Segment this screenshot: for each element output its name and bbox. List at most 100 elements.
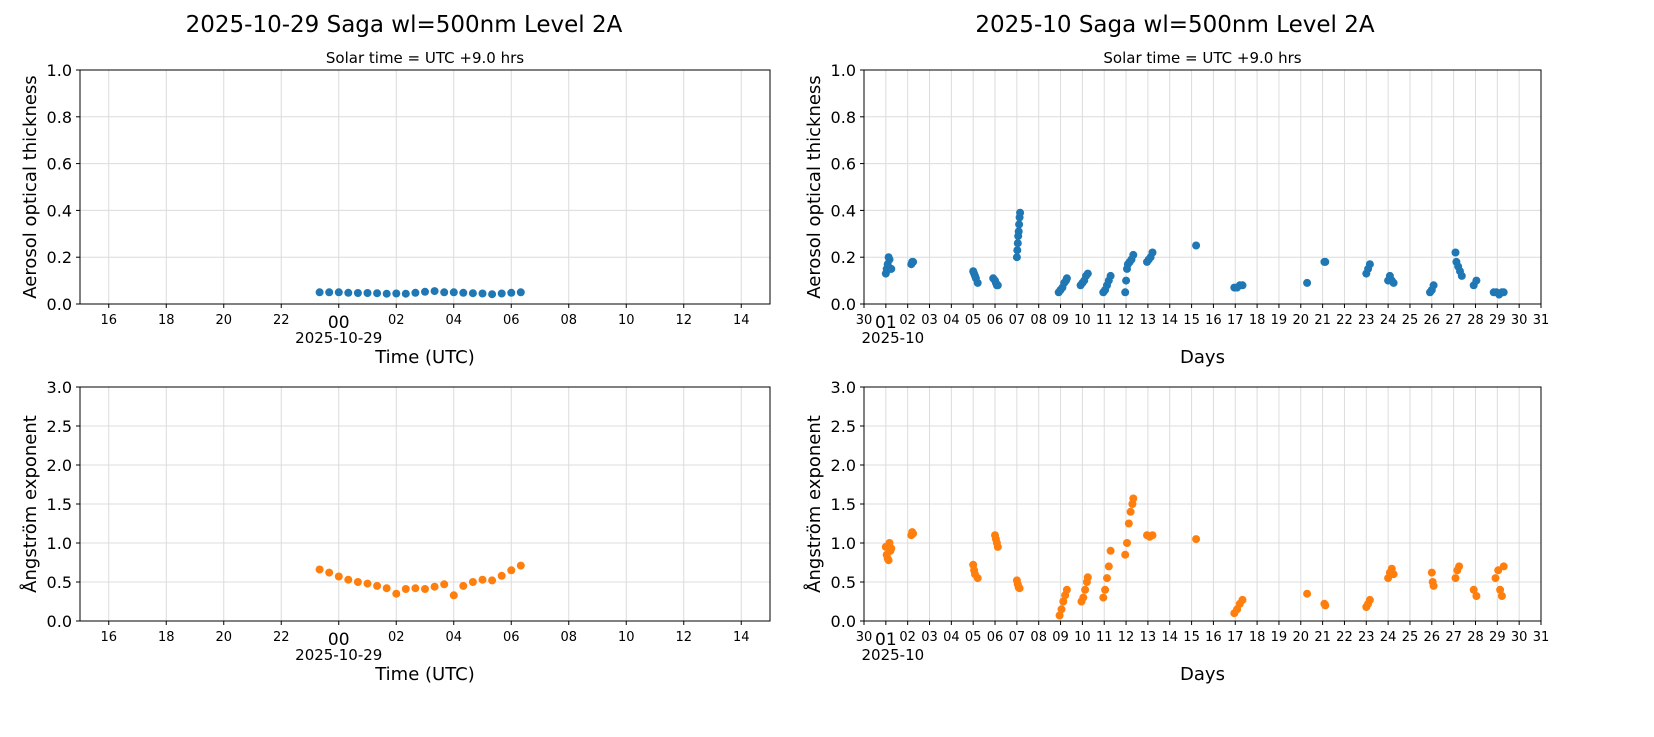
y-tick-label: 1.5: [47, 495, 72, 514]
data-point: [1238, 281, 1247, 290]
x-tick-label: 20: [1293, 630, 1310, 645]
data-point: [1472, 276, 1481, 285]
data-point: [1079, 593, 1088, 602]
data-point: [516, 561, 525, 570]
y-tick-label: 3.0: [831, 378, 856, 397]
x-tick-label: 03: [921, 630, 938, 645]
x-tick-label: 16: [1205, 313, 1222, 328]
x-tick-label: 20: [215, 630, 232, 645]
x-tick-label: 30: [1511, 630, 1528, 645]
x-tick-label: 04: [943, 630, 960, 645]
y-tick-label: 0.8: [47, 108, 72, 127]
x-tick-label: 01: [875, 630, 897, 650]
x-tick-label: 09: [1052, 630, 1069, 645]
data-point: [1104, 562, 1113, 571]
data-point: [993, 281, 1002, 290]
x-tick-label: 18: [158, 313, 175, 328]
data-point: [1192, 241, 1201, 250]
x-tick-label: 23: [1358, 313, 1375, 328]
data-point: [449, 591, 458, 600]
data-point: [1365, 260, 1374, 269]
data-point: [449, 288, 458, 297]
x-tick-label: 19: [1271, 313, 1288, 328]
data-point: [1365, 595, 1374, 604]
x-tick-label: 17: [1227, 630, 1244, 645]
x-tick-label: 25: [1402, 313, 1419, 328]
axes-frame: [863, 69, 1542, 305]
data-point: [392, 289, 401, 298]
data-point: [497, 571, 506, 580]
x-tick-date-label: 2025-10: [861, 646, 924, 664]
x-axis-label: Time (UTC): [374, 347, 475, 368]
y-tick-label: 0.0: [47, 612, 72, 631]
data-point: [1015, 584, 1024, 593]
x-tick-label: 13: [1140, 630, 1157, 645]
y-axis-label: Aerosol optical thickness: [804, 75, 825, 298]
data-point: [325, 288, 334, 297]
data-point: [1455, 562, 1464, 571]
data-point: [1469, 585, 1478, 594]
x-tick-date-label: 2025-10: [861, 329, 924, 347]
data-point: [478, 289, 487, 298]
data-point: [1081, 585, 1090, 594]
data-point: [1015, 220, 1024, 229]
x-tick-label: 05: [965, 313, 982, 328]
data-point: [1238, 595, 1247, 604]
data-point: [468, 578, 477, 586]
data-point: [334, 572, 343, 581]
data-point: [887, 544, 896, 553]
y-tick-label: 0.4: [47, 201, 72, 220]
x-tick-label: 31: [1533, 313, 1550, 328]
y-tick-label: 1.0: [47, 61, 72, 80]
data-point: [392, 589, 401, 598]
data-point: [1106, 546, 1115, 555]
data-point: [315, 288, 324, 297]
data-point: [488, 290, 497, 299]
data-point: [421, 585, 429, 593]
data-point: [401, 585, 410, 593]
data-point: [973, 278, 982, 287]
x-tick-date-label: 2025-10-29: [295, 329, 382, 347]
x-tick-label: 28: [1467, 630, 1484, 645]
x-tick-label: 18: [1249, 313, 1266, 328]
x-tick-label: 12: [675, 630, 692, 645]
data-point: [411, 288, 420, 297]
x-tick-label: 10: [618, 313, 635, 328]
x-tick-label: 00: [328, 313, 350, 333]
x-tick-label: 11: [1096, 630, 1113, 645]
x-tick-label: 06: [987, 630, 1004, 645]
data-point: [1121, 550, 1130, 559]
y-tick-label: 0.5: [47, 573, 72, 592]
x-tick-label: 00: [328, 630, 350, 650]
x-tick-label: 22: [273, 313, 290, 328]
data-point: [1099, 593, 1108, 602]
data-point: [1014, 227, 1023, 236]
y-tick-label: 2.0: [47, 456, 72, 475]
data-point: [1429, 581, 1438, 590]
x-tick-label: 12: [675, 313, 692, 328]
data-point: [1121, 288, 1130, 297]
x-tick-label: 14: [1161, 313, 1178, 328]
x-tick-label: 08: [560, 630, 577, 645]
x-tick-label: 08: [560, 313, 577, 328]
x-tick-label: 04: [445, 313, 462, 328]
y-tick-label: 3.0: [47, 378, 72, 397]
data-point: [1083, 573, 1092, 582]
y-tick-label: 0.2: [47, 248, 72, 267]
data-point: [1013, 246, 1022, 255]
x-tick-label: 06: [503, 313, 520, 328]
y-tick-label: 0.8: [831, 108, 856, 127]
x-tick-label: 16: [100, 630, 117, 645]
y-tick-label: 1.0: [831, 534, 856, 553]
x-tick-label: 02: [899, 313, 916, 328]
x-tick-label: 01: [875, 313, 897, 333]
data-point: [909, 529, 918, 538]
y-tick-label: 0.6: [47, 155, 72, 174]
x-tick-label: 27: [1445, 313, 1462, 328]
data-point: [1497, 592, 1506, 600]
x-tick-label: 10: [1074, 313, 1091, 328]
x-tick-label: 31: [1533, 630, 1550, 645]
data-point: [885, 255, 894, 264]
data-point: [1389, 278, 1398, 287]
